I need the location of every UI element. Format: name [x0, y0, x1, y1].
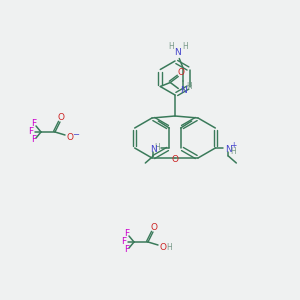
Text: O: O — [178, 68, 185, 77]
Text: F: F — [122, 238, 127, 247]
Text: F: F — [124, 245, 130, 254]
Text: +: + — [230, 140, 236, 149]
Text: N: N — [150, 145, 157, 154]
Text: H: H — [230, 148, 236, 157]
Text: F: F — [124, 230, 130, 238]
Text: F: F — [28, 128, 34, 136]
Text: H: H — [182, 42, 188, 51]
Text: N: N — [180, 86, 187, 95]
Text: O: O — [172, 154, 178, 164]
Text: H: H — [186, 82, 192, 91]
Text: F: F — [32, 136, 37, 145]
Text: N: N — [225, 145, 232, 154]
Text: N: N — [174, 48, 181, 57]
Text: H: H — [168, 42, 174, 51]
Text: F: F — [32, 119, 37, 128]
Text: H: H — [154, 142, 160, 152]
Text: −: − — [73, 130, 80, 140]
Text: O: O — [160, 242, 167, 251]
Text: O: O — [67, 133, 73, 142]
Text: O: O — [151, 223, 158, 232]
Text: O: O — [58, 112, 64, 122]
Text: H: H — [166, 242, 172, 251]
